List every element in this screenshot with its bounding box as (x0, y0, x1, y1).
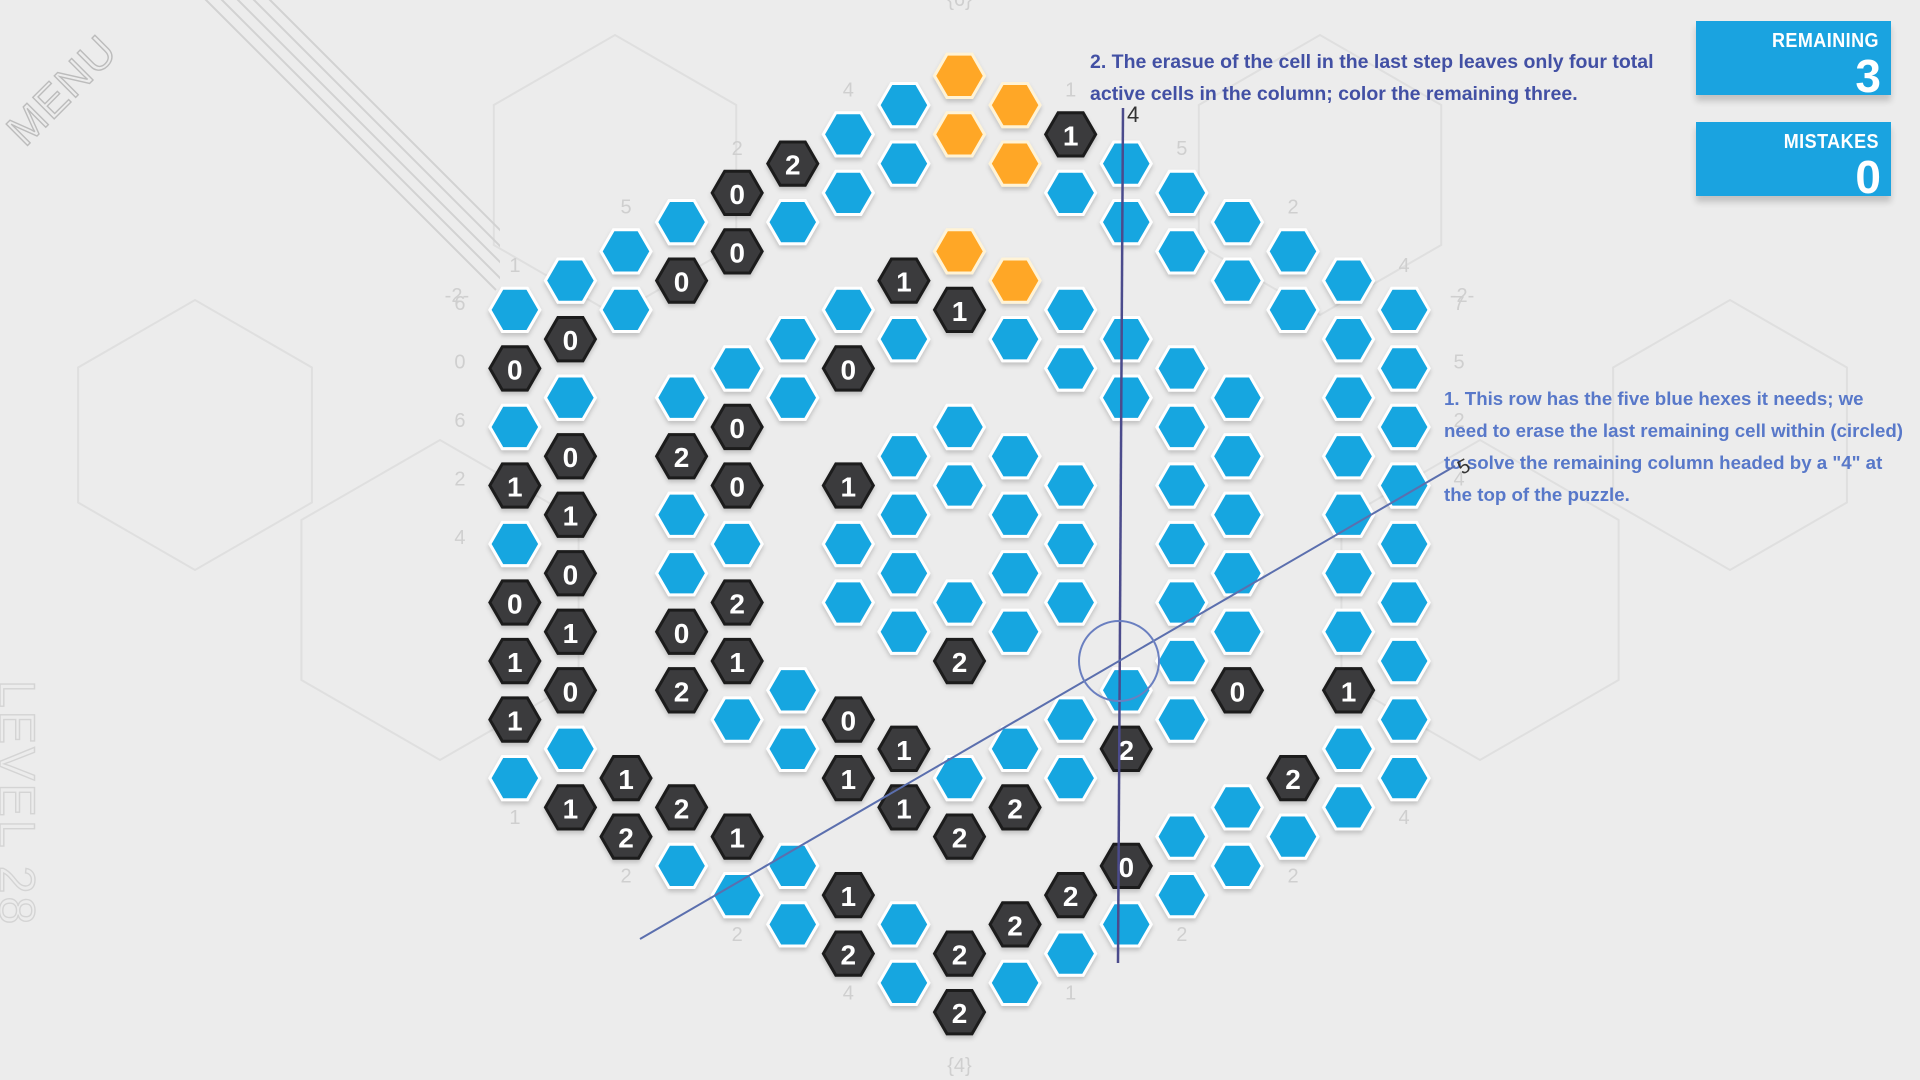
svg-text:4: 4 (454, 527, 465, 549)
svg-text:1: 1 (1065, 983, 1076, 1005)
svg-text:0: 0 (454, 351, 465, 373)
svg-text:{4}: {4} (947, 1055, 972, 1077)
svg-text:2: 2 (1287, 866, 1298, 888)
svg-text:{6}: {6} (947, 0, 972, 11)
svg-text:4: 4 (843, 983, 854, 1005)
svg-text:4: 4 (843, 79, 854, 101)
svg-text:2: 2 (1454, 410, 1465, 432)
svg-text:2: 2 (620, 866, 631, 888)
svg-text:2: 2 (732, 138, 743, 160)
svg-text:1: 1 (1065, 79, 1076, 101)
svg-text:5: 5 (620, 196, 631, 218)
svg-text:2: 2 (732, 924, 743, 946)
svg-text:5: 5 (1176, 138, 1187, 160)
svg-text:1: 1 (509, 255, 520, 277)
svg-text:6: 6 (454, 410, 465, 432)
svg-text:1: 1 (509, 807, 520, 829)
svg-text:2: 2 (454, 469, 465, 491)
svg-text:6: 6 (454, 293, 465, 315)
svg-text:4: 4 (1454, 469, 1465, 491)
svg-text:2: 2 (1287, 196, 1298, 218)
svg-text:4: 4 (1399, 807, 1410, 829)
svg-text:5: 5 (1454, 351, 1465, 373)
svg-text:2: 2 (1176, 924, 1187, 946)
svg-text:7: 7 (1454, 293, 1465, 315)
svg-text:4: 4 (1399, 255, 1410, 277)
